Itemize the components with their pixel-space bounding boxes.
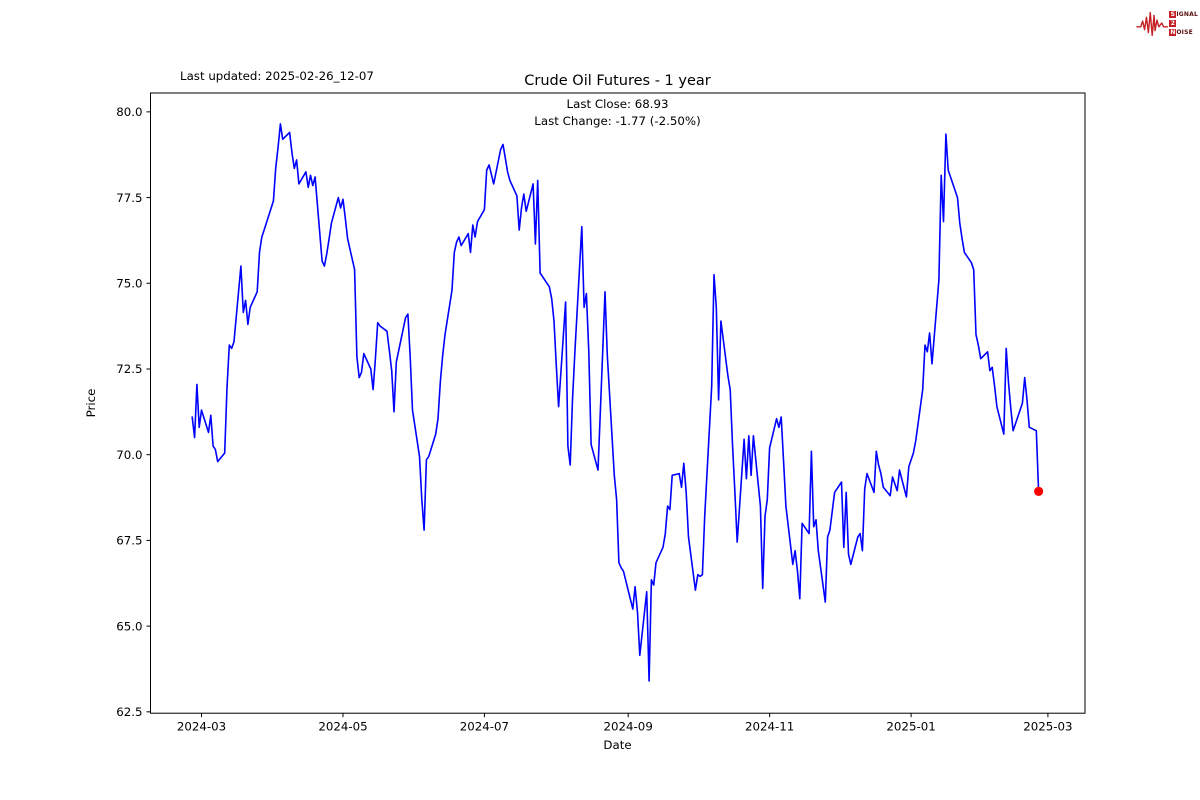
y-tick-label: 65.0: [116, 619, 142, 633]
x-tick-label: 2024-05: [318, 720, 367, 734]
x-tick-label: 2025-01: [886, 720, 935, 734]
last-change-label: Last Change: -1.77 (-2.50%): [534, 114, 701, 128]
price-line: [191, 123, 1040, 682]
logo-word-noise: OISE: [1176, 28, 1193, 36]
x-tick-label: 2024-03: [177, 720, 226, 734]
signal2noise-logo: S IGNAL 2 N OISE: [1136, 3, 1198, 43]
y-tick-label: 67.5: [116, 534, 142, 548]
last-close-marker: [1034, 486, 1044, 496]
x-tick-label: 2024-11: [745, 720, 794, 734]
last-close-label: Last Close: 68.93: [566, 97, 669, 111]
chart-title: Crude Oil Futures - 1 year: [524, 73, 711, 89]
last-updated-label: Last updated: 2025-02-26_12-07: [180, 69, 374, 83]
logo-letter-s: S: [1169, 10, 1177, 18]
x-axis-label: Date: [603, 738, 632, 752]
y-tick-label: 62.5: [116, 705, 142, 719]
x-tick-label: 2024-07: [460, 720, 509, 734]
logo-letter-n: N: [1169, 28, 1177, 36]
x-tick-label: 2025-03: [1023, 720, 1072, 734]
y-tick-label: 72.5: [116, 362, 142, 376]
y-tick-label: 77.5: [116, 191, 142, 205]
x-tick-label: 2024-09: [604, 720, 653, 734]
y-tick-label: 80.0: [116, 105, 142, 119]
waveform-icon: [1136, 11, 1169, 37]
y-tick-label: 70.0: [116, 448, 142, 462]
logo-word-signal: IGNAL: [1176, 10, 1198, 18]
logo-wordmark: S IGNAL 2 N OISE: [1169, 10, 1198, 36]
axes-box: [150, 92, 1086, 714]
y-tick-label: 75.0: [116, 276, 142, 290]
logo-letter-2: 2: [1169, 19, 1177, 27]
